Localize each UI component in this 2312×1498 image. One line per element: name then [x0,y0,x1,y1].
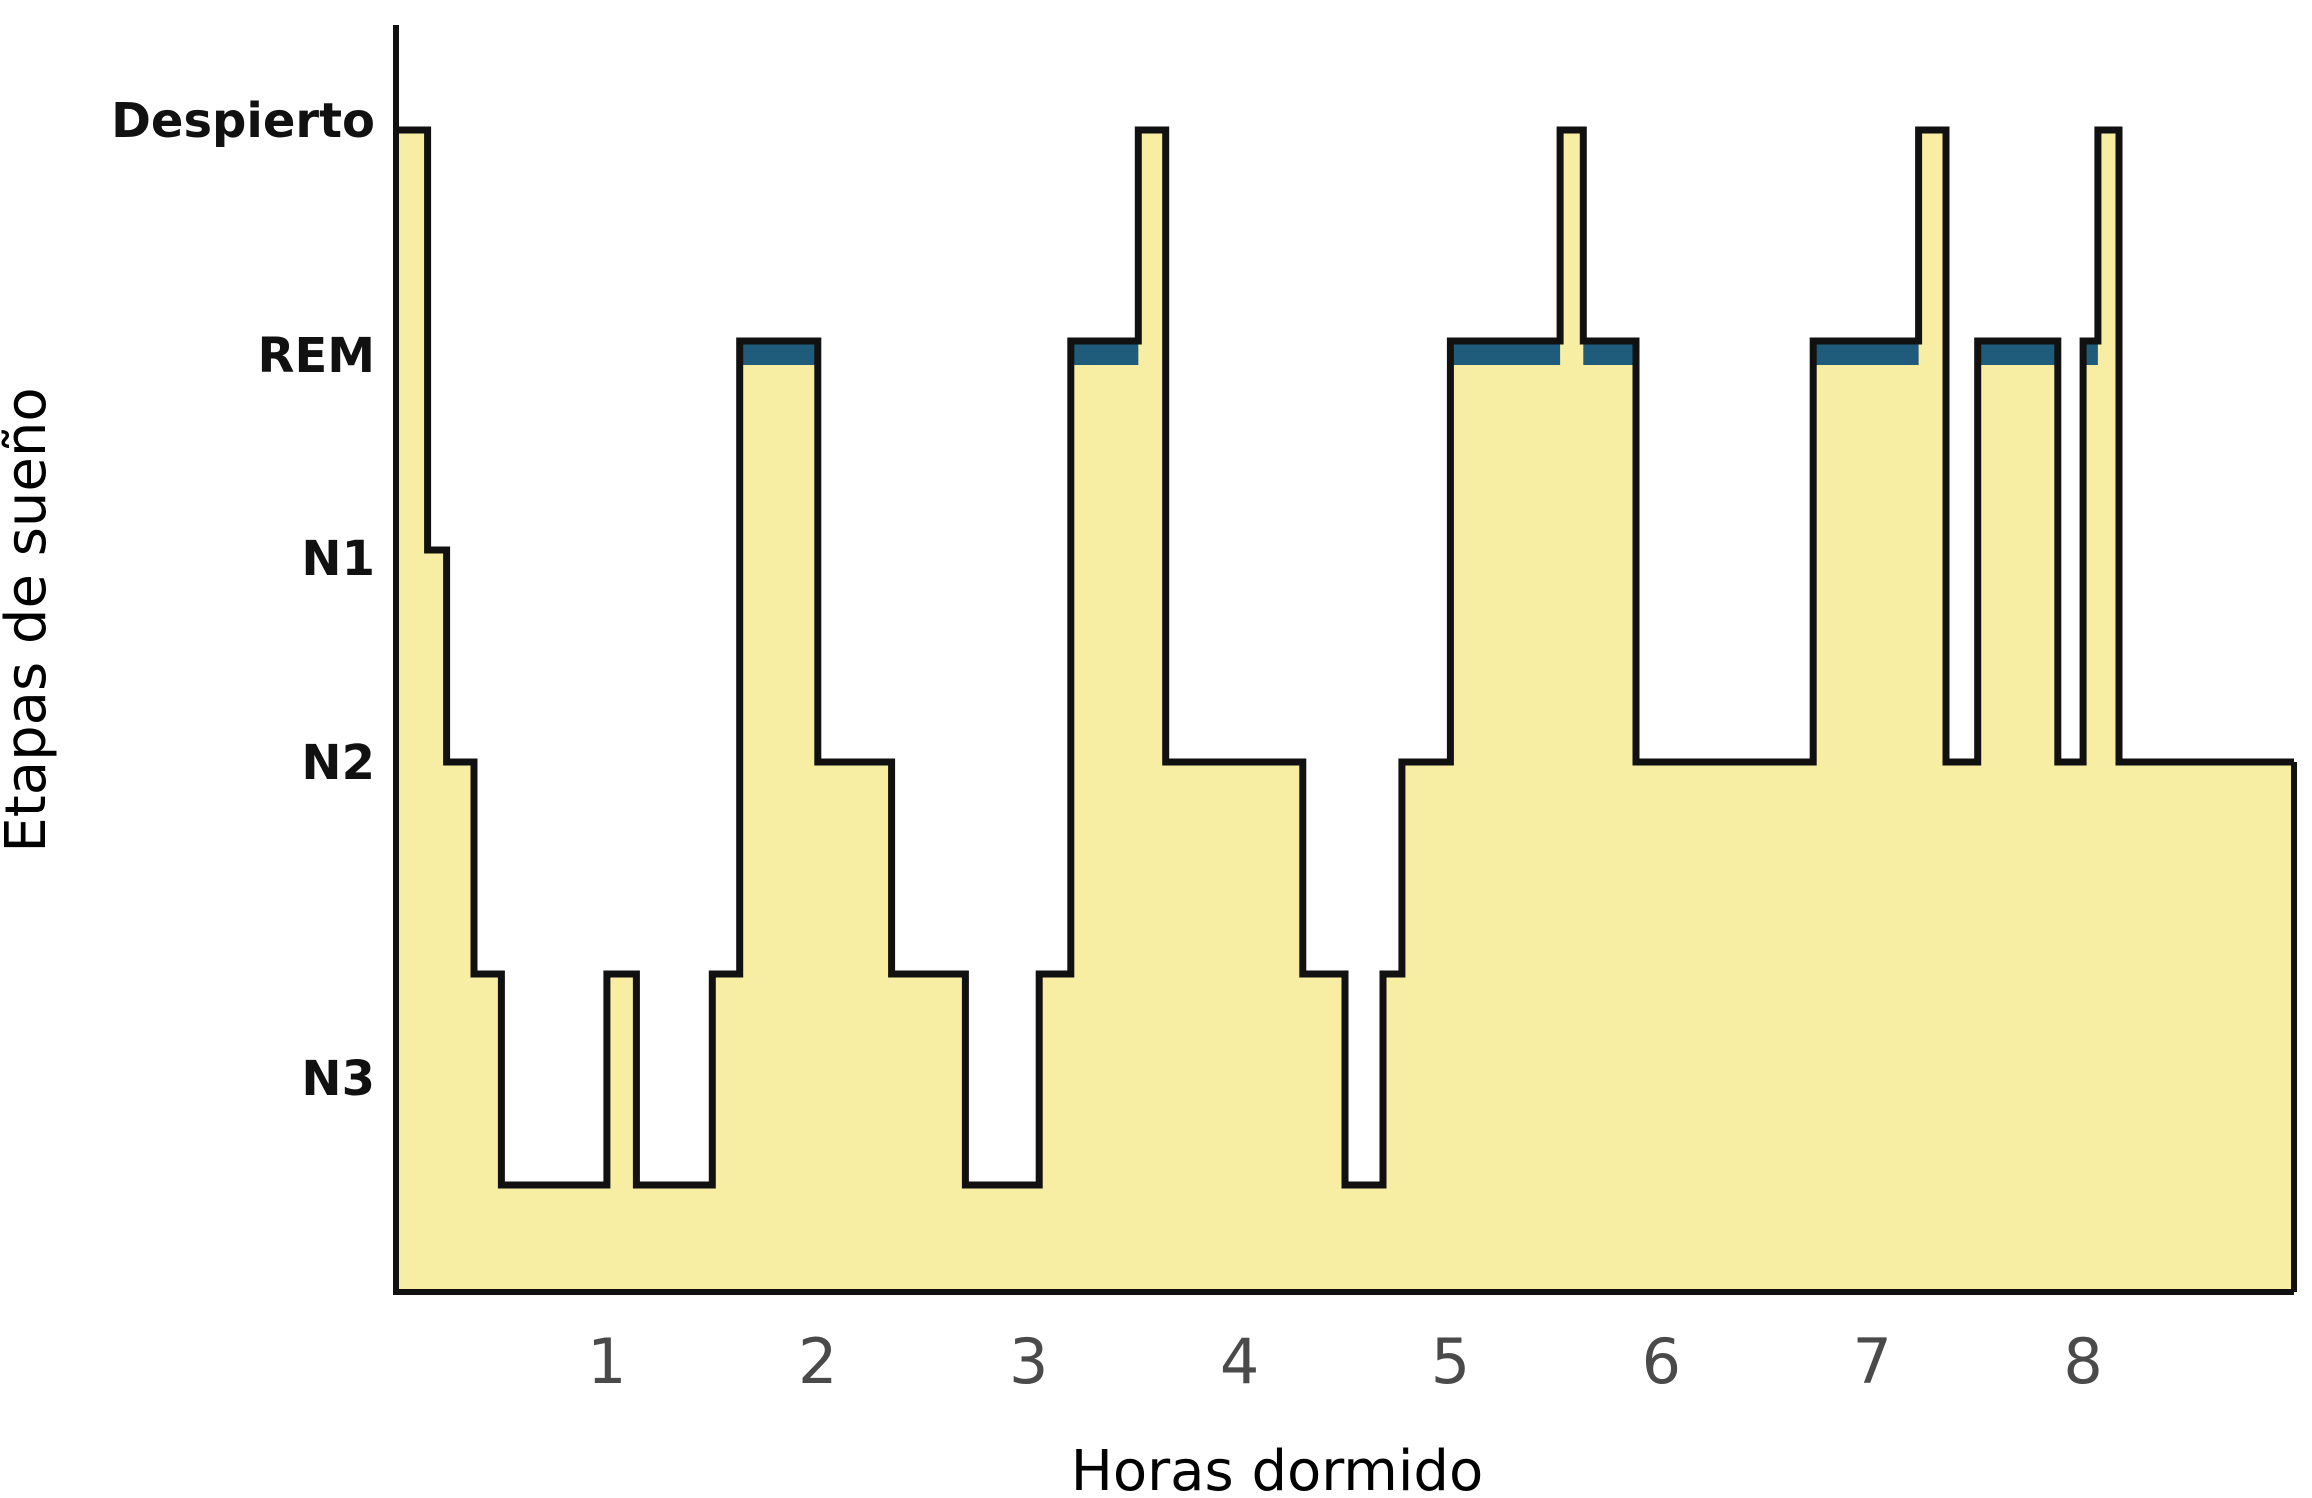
x-tick-label-2: 2 [798,1325,837,1398]
stage-label-n2: N2 [301,735,375,791]
hypnogram-line [396,126,2294,1189]
stage-label-n3: N3 [301,1051,375,1107]
rem-band-5 [1813,341,1919,365]
y-axis-stage-labels: Despierto REM N1 N2 N3 [111,93,375,1107]
x-tick-label-7: 7 [1852,1325,1891,1398]
plot-area [393,25,2297,1295]
x-tick-label-3: 3 [1009,1325,1048,1398]
x-tick-label-4: 4 [1220,1325,1259,1398]
rem-band-3 [1450,341,1561,365]
rem-band-6 [1977,341,2058,365]
stage-label-despierto: Despierto [111,93,375,149]
rem-band-7 [2083,341,2098,365]
x-axis-title: Horas dormido [1071,1439,1483,1498]
stage-label-n1: N1 [301,531,375,587]
sleep-area-fill [396,130,2294,1292]
x-tick-label-5: 5 [1431,1325,1470,1398]
x-tick-label-8: 8 [2063,1325,2102,1398]
stage-label-rem: REM [257,328,375,384]
rem-band-2 [1070,341,1139,365]
x-tick-label-6: 6 [1642,1325,1681,1398]
rem-band-4 [1583,341,1637,365]
y-axis-title: Etapas de sueño [0,387,59,852]
x-axis-tick-labels: 1 2 3 4 5 6 7 8 [587,1325,2103,1398]
x-tick-label-1: 1 [587,1325,626,1398]
rem-band-1 [739,341,818,365]
